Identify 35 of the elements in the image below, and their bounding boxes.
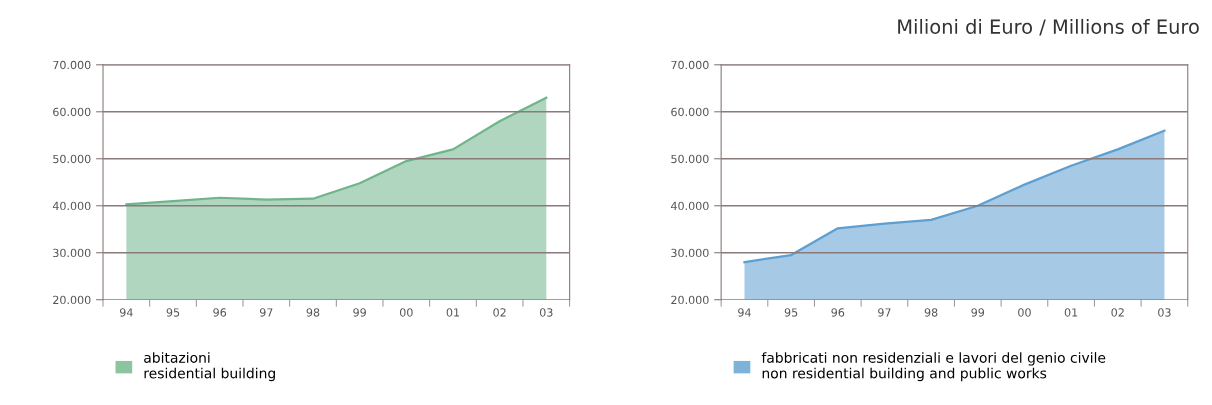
x-tick-label: 00 — [1018, 308, 1031, 317]
x-tick-label: 98 — [924, 308, 938, 317]
x-tick-label: 03 — [1158, 308, 1171, 317]
y-tick-label: 40.000 — [671, 201, 709, 211]
x-tick-label: 01 — [1064, 308, 1078, 317]
x-tick-label: 99 — [353, 308, 366, 317]
x-tick-label: 94 — [119, 308, 133, 317]
y-tick-label: 60.000 — [53, 107, 91, 117]
y-tick-label: 30.000 — [671, 248, 709, 258]
y-tick-label: 30.000 — [53, 248, 91, 258]
x-tick-label: 98 — [306, 308, 320, 317]
x-tick-label: 01 — [446, 308, 460, 317]
x-tick-label: 02 — [1111, 308, 1124, 317]
x-tick-label: 94 — [738, 308, 751, 317]
x-tick-label: 02 — [493, 308, 506, 317]
x-tick-label: 03 — [539, 308, 553, 317]
x-tick-label: 96 — [213, 308, 227, 317]
x-tick-label: 99 — [971, 308, 985, 317]
y-tick-label: 50.000 — [53, 154, 91, 164]
legend-label: abitazioni residential building — [144, 352, 275, 382]
x-tick-label: 96 — [831, 308, 845, 317]
y-tick-label: 20.000 — [671, 295, 709, 305]
x-tick-label: 97 — [259, 308, 273, 317]
x-tick-label: 00 — [399, 308, 413, 317]
y-tick-label: 70.000 — [53, 60, 91, 70]
y-tick-label: 40.000 — [52, 201, 91, 211]
y-tick-label: 50.000 — [671, 154, 709, 164]
y-tick-label: 60.000 — [671, 107, 709, 117]
legend-label: fabbricati non residenziali e lavori del genio civile non residential building and public works — [761, 352, 1106, 382]
chart-title: Milioni di Euro / Millions of Euro — [898, 18, 1199, 36]
y-tick-label: 70.000 — [671, 60, 709, 70]
y-tick-label: 20.000 — [53, 295, 91, 305]
x-tick-label: 97 — [878, 308, 891, 317]
x-tick-label: 95 — [166, 308, 180, 317]
x-tick-label: 95 — [784, 308, 798, 317]
